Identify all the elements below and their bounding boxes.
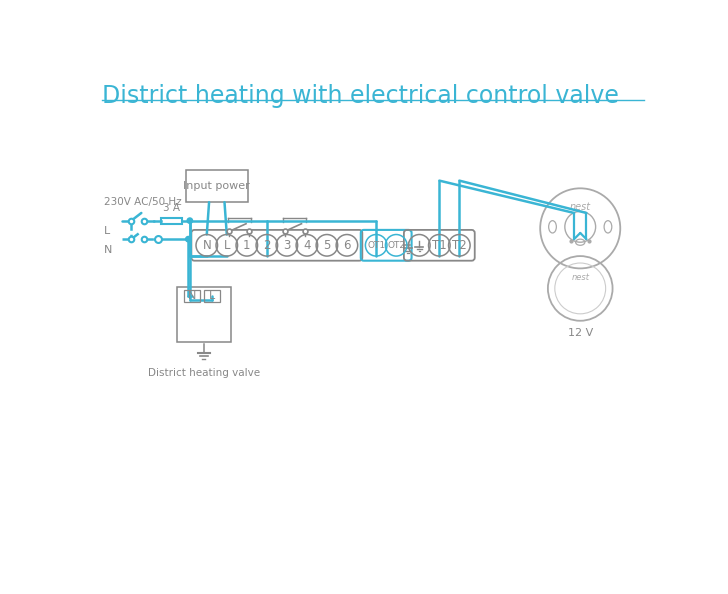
Text: 5: 5 [323, 239, 331, 252]
Circle shape [187, 218, 192, 223]
Text: N: N [202, 239, 211, 252]
Text: OT2: OT2 [387, 241, 405, 250]
Text: 230V AC/50 Hz: 230V AC/50 Hz [103, 197, 181, 207]
Text: Input power: Input power [183, 181, 250, 191]
Text: L: L [209, 291, 215, 301]
Text: 3 A: 3 A [163, 203, 180, 213]
Circle shape [186, 236, 191, 242]
Text: N: N [188, 291, 197, 301]
Text: nest: nest [570, 202, 591, 212]
Text: T2: T2 [452, 239, 467, 252]
Text: 3: 3 [283, 239, 290, 252]
Text: 6: 6 [343, 239, 351, 252]
Text: N: N [103, 245, 112, 255]
Text: 2: 2 [263, 239, 271, 252]
Text: L: L [223, 239, 230, 252]
Text: 4: 4 [303, 239, 311, 252]
Text: District heating valve: District heating valve [148, 368, 260, 378]
Text: 1: 1 [243, 239, 250, 252]
Text: T1: T1 [432, 239, 447, 252]
Text: 12 V: 12 V [568, 328, 593, 339]
Text: L: L [103, 226, 110, 236]
Text: nest: nest [571, 273, 589, 282]
Text: District heating with electrical control valve: District heating with electrical control… [102, 84, 619, 108]
Text: OT1: OT1 [367, 241, 385, 250]
